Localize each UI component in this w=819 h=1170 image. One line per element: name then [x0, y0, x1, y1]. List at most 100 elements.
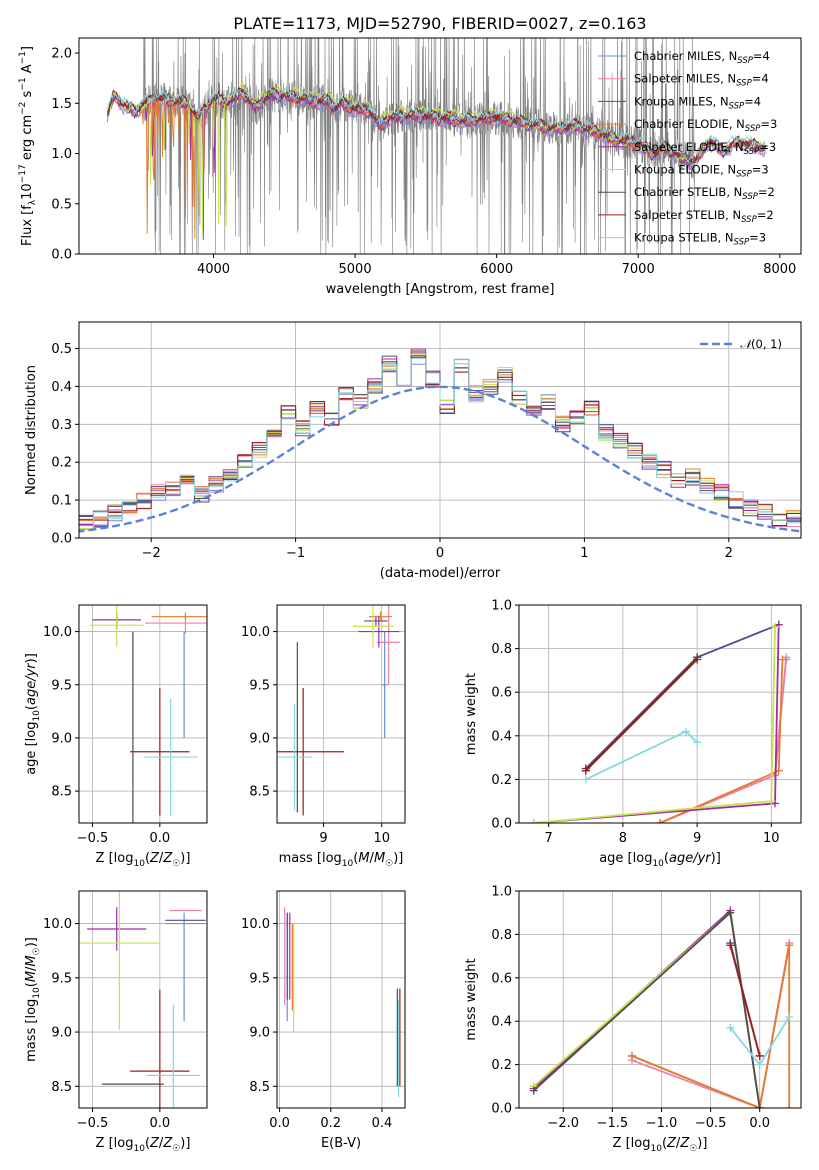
x-axis-label: Z [log10(Z/Z☉)]: [613, 1136, 708, 1154]
x-tick-label: 5000: [339, 262, 372, 277]
residuals-panel: −2 −1 0 1 2 0.0 0.1 0.2 0.3 0.4 0.5 (data-model)/er…: [24, 321, 802, 581]
spectrum-plot-area: [106, 38, 767, 254]
axes-frame: [276, 604, 406, 824]
x-tick-label: 9: [693, 831, 701, 846]
y-tick-label: 0.5: [51, 197, 72, 212]
weight-line: [585, 656, 698, 770]
y-tick-label: 10.0: [43, 917, 72, 932]
legend-label: Salpeter STELIB, NSSP=2: [634, 208, 774, 225]
y-axis-label: mass weight: [464, 958, 479, 1040]
legend-label: Salpeter MILES, NSSP=4: [634, 72, 769, 89]
x-axis-label: E(B-V): [321, 1136, 361, 1151]
x-tick-label: 0.4: [372, 1116, 393, 1131]
y-tick-label: 0.3: [51, 418, 72, 433]
axes-frame: [276, 890, 406, 1109]
x-axis-label: (data-model)/error: [380, 566, 501, 581]
y-tick-label: 9.5: [249, 971, 270, 986]
x-tick-label: 10: [763, 831, 780, 846]
z-mass-panel: −0.5 0.0 8.5 9.0 9.5 10.0 Z [log10(Z/Z☉)] mass …: [24, 890, 208, 1154]
plus-marker: [581, 775, 590, 784]
age-weight-plot-area: [519, 605, 801, 823]
x-tick-label: −0.5: [77, 1116, 109, 1131]
age-weight-panel: 7 8 9 10 0.0 0.2 0.4 0.6 0.8 1.0 age [log10(age/yr…: [464, 599, 802, 869]
y-tick-label: 0.0: [51, 248, 72, 263]
model-spectrum-line: [106, 87, 767, 163]
y-tick-label: 1.0: [491, 885, 512, 900]
x-tick-label: 4000: [197, 262, 230, 277]
y-tick-label: 0.4: [51, 380, 72, 395]
weight-line: [533, 910, 761, 1108]
plus-marker: [726, 908, 735, 917]
plus-marker: [785, 1104, 794, 1108]
weight-line: [585, 730, 698, 781]
y-tick-label: 0.0: [51, 532, 72, 547]
y-tick-label: 8.5: [51, 785, 72, 800]
plus-marker: [656, 819, 664, 823]
y-tick-label: 9.0: [51, 731, 72, 746]
weight-line: [533, 908, 761, 1108]
y-tick-label: 8.5: [51, 1080, 72, 1095]
x-tick-label: −1: [286, 546, 305, 561]
weight-line: [631, 945, 791, 1108]
y-tick-label: 0.2: [491, 1058, 512, 1073]
y-axis-label: mass [log10(M/M☉)]: [24, 937, 42, 1062]
histogram-step-line: [79, 349, 801, 527]
ebv-mass-plot-area: [277, 891, 405, 1108]
x-tick-label: 0: [436, 546, 444, 561]
y-axis-label: mass weight: [464, 673, 479, 755]
legend-label: Chabrier STELIB, NSSP=2: [634, 185, 775, 202]
x-tick-label: 9: [319, 831, 327, 846]
y-tick-label: 9.0: [51, 1026, 72, 1041]
x-tick-label: 1: [580, 546, 588, 561]
x-tick-label: 10: [373, 831, 390, 846]
x-axis-label: Z [log10(Z/Z☉)]: [96, 1136, 191, 1154]
y-tick-label: 1.5: [51, 97, 72, 112]
plus-marker: [529, 819, 538, 823]
x-tick-label: 0.0: [269, 1116, 290, 1131]
y-tick-label: 9.0: [249, 1026, 270, 1041]
x-tick-label: 0.0: [149, 831, 170, 846]
plus-marker: [771, 622, 780, 631]
histogram-step-line: [79, 351, 801, 528]
plus-marker: [755, 1060, 764, 1069]
axes-frame: [518, 604, 802, 824]
legend-label: Kroupa MILES, NSSP=4: [634, 94, 761, 111]
plus-marker: [785, 1012, 794, 1021]
y-tick-label: 9.5: [249, 678, 270, 693]
weight-line: [729, 945, 761, 1057]
z-weight-panel: −2.0 −1.5 −1.0 −0.5 0.0 0.0 0.2 0.4 0.6 0.8 1.0 Z […: [464, 885, 802, 1154]
y-tick-label: 8.5: [249, 1080, 270, 1095]
y-axis-label: Normed distribution: [24, 365, 39, 495]
mass-age-plot-area: [277, 605, 405, 823]
x-axis-label: age [log10(age/yr)]: [599, 851, 721, 869]
y-tick-label: 9.0: [249, 731, 270, 746]
y-tick-label: 10.0: [43, 625, 72, 640]
x-tick-label: −2: [142, 546, 161, 561]
histogram-step-line: [79, 355, 801, 523]
y-tick-label: 0.2: [51, 456, 72, 471]
plus-marker: [726, 1023, 735, 1032]
x-axis-label: wavelength [Angstrom, rest frame]: [326, 282, 555, 297]
x-tick-label: 7000: [622, 262, 655, 277]
y-tick-label: 0.2: [491, 773, 512, 788]
histogram-step-line: [79, 356, 801, 527]
weight-line: [659, 659, 788, 823]
weight-line: [585, 658, 698, 772]
y-tick-label: 0.4: [491, 729, 512, 744]
plus-marker: [785, 941, 794, 950]
plus-marker: [681, 727, 690, 736]
x-tick-label: 6000: [480, 262, 513, 277]
legend-label: Chabrier MILES, NSSP=4: [634, 49, 770, 66]
weight-line: [659, 657, 788, 823]
legend-label: Kroupa STELIB, NSSP=3: [634, 231, 766, 248]
y-tick-label: 2.0: [51, 47, 72, 62]
y-tick-label: 0.8: [491, 642, 512, 657]
ebv-mass-panel: 0.0 0.2 0.4 8.5 9.0 9.5 10.0 E(B-V): [241, 890, 406, 1151]
x-tick-label: 8000: [763, 262, 796, 277]
plus-marker: [778, 655, 787, 664]
y-tick-label: 0.0: [491, 1102, 512, 1117]
plus-marker: [693, 738, 702, 747]
y-axis-label: Flux [fλ10−17 erg cm−2 s−1 A−1]: [18, 46, 38, 246]
plus-marker: [529, 1086, 538, 1095]
